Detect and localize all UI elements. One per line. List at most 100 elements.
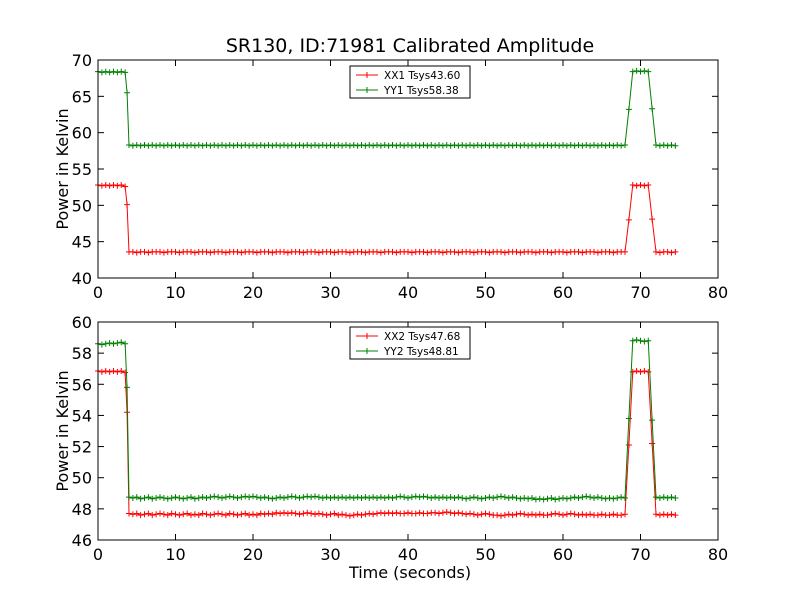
data-point (370, 511, 377, 518)
data-point (470, 142, 477, 149)
data-point (141, 248, 148, 255)
data-point (98, 69, 105, 76)
data-point (327, 494, 334, 501)
data-point (269, 511, 276, 518)
data-point (656, 494, 663, 501)
data-point (656, 512, 663, 519)
data-point (222, 512, 229, 519)
data-point (269, 249, 276, 256)
data-point (118, 181, 125, 188)
data-point (641, 368, 648, 375)
data-point (172, 248, 179, 255)
data-point (102, 181, 109, 188)
data-point (529, 142, 535, 149)
x-tick-label: 10 (165, 545, 185, 564)
data-point (529, 248, 535, 255)
data-point (567, 494, 574, 501)
data-point (281, 248, 287, 255)
data-point (587, 494, 594, 501)
y-tick-label: 40 (72, 269, 92, 288)
data-point (106, 69, 113, 76)
data-point (656, 142, 663, 149)
data-point (459, 510, 466, 517)
data-point (474, 512, 481, 519)
data-point (548, 249, 555, 256)
data-point (583, 493, 590, 500)
data-point (625, 216, 632, 223)
data-point (560, 512, 566, 519)
x-tick-label: 70 (630, 283, 650, 302)
chart-title: SR130, ID:71981 Calibrated Amplitude (226, 35, 594, 57)
data-point (222, 494, 229, 501)
data-point (385, 494, 392, 501)
data-point (354, 494, 361, 501)
legend-label: YY2 Tsys48.81 (383, 346, 459, 358)
data-point (397, 493, 404, 500)
data-point (114, 340, 121, 347)
data-point (327, 511, 334, 518)
data-point (653, 494, 659, 501)
data-point (649, 216, 656, 223)
data-point (203, 142, 210, 149)
data-point (269, 142, 276, 149)
data-point (284, 494, 291, 501)
legend-label: YY1 Tsys58.38 (383, 85, 459, 97)
data-point (265, 248, 272, 255)
data-point (114, 182, 121, 189)
data-point (118, 368, 125, 375)
data-point (126, 494, 132, 501)
data-point (668, 494, 675, 501)
data-point (215, 510, 222, 517)
top-plot: SR130, ID:71981 Calibrated Amplitude 0 10… (53, 35, 728, 302)
data-point (203, 494, 210, 501)
data-point (513, 142, 520, 149)
data-point (149, 512, 156, 519)
data-point (141, 511, 148, 518)
data-point (273, 494, 280, 501)
data-point (467, 142, 473, 149)
data-point (110, 368, 117, 375)
data-point (563, 511, 570, 518)
data-point (622, 142, 628, 149)
data-point (122, 369, 129, 376)
data-point (443, 142, 450, 149)
data-point (536, 142, 543, 149)
data-point (304, 509, 311, 516)
data-point (385, 509, 392, 516)
data-point (517, 510, 524, 517)
data-point (451, 248, 458, 255)
data-point (157, 142, 163, 149)
data-point (331, 494, 338, 501)
data-point (284, 249, 291, 256)
data-point (486, 511, 493, 518)
data-point (343, 248, 349, 255)
data-point (641, 338, 648, 345)
data-point (467, 510, 473, 517)
data-point (188, 512, 194, 519)
data-point (436, 142, 442, 149)
data-point (637, 181, 644, 188)
data-point (273, 142, 280, 149)
data-point (292, 142, 299, 149)
data-point (432, 142, 439, 149)
data-point (188, 142, 194, 149)
data-point (110, 340, 117, 347)
data-point (346, 249, 353, 256)
data-point (114, 69, 121, 76)
data-point (517, 249, 524, 256)
data-point (668, 249, 675, 256)
data-point (385, 142, 392, 149)
data-point (211, 493, 218, 500)
data-point (509, 494, 516, 501)
data-point (350, 512, 357, 519)
x-tick-label: 0 (93, 283, 103, 302)
data-point (498, 512, 504, 519)
data-point (199, 510, 206, 517)
data-point (501, 494, 508, 501)
data-point (610, 511, 617, 518)
data-point (238, 511, 245, 518)
data-point (327, 142, 334, 149)
data-point (579, 511, 586, 518)
legend-box-top (349, 65, 471, 99)
data-point (490, 142, 497, 149)
